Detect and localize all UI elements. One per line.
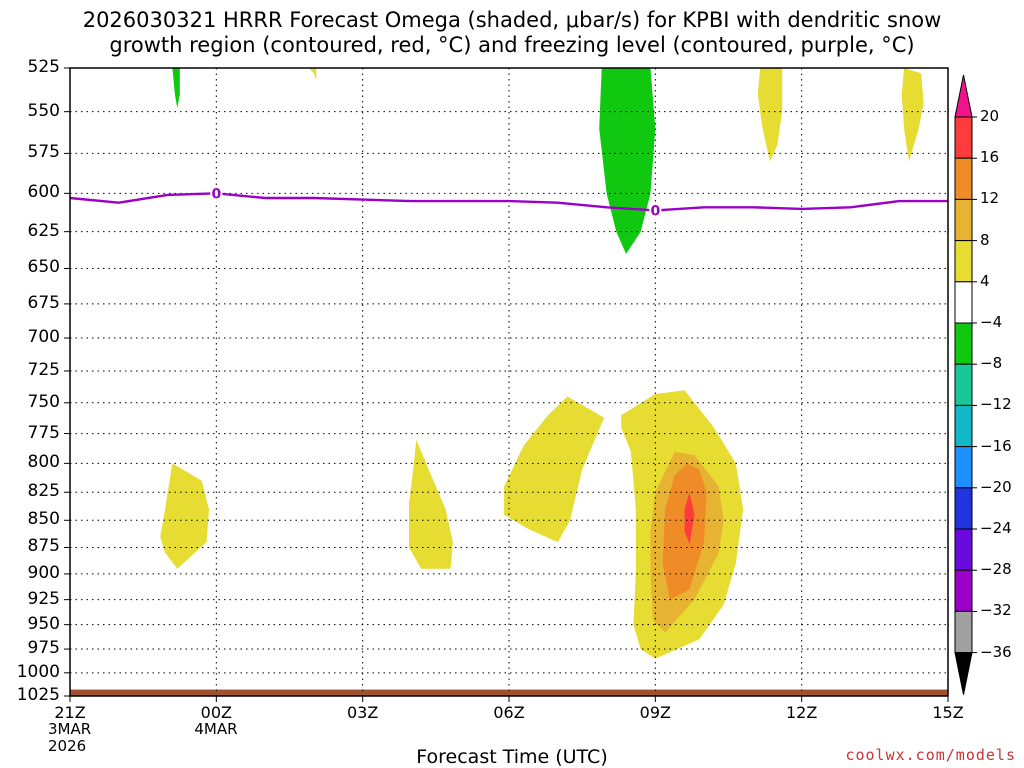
colorbar-top-triangle: [954, 74, 973, 118]
y-tick-label: 675: [27, 292, 60, 313]
omega-region-4: [901, 68, 924, 162]
colorbar-label: 4: [980, 271, 990, 290]
y-tick-label: 750: [27, 391, 60, 412]
colorbar-label: −28: [980, 560, 1012, 579]
omega-region-1: [599, 68, 656, 254]
colorbar-box: [954, 610, 973, 654]
colorbar-label: −8: [980, 354, 1003, 373]
y-tick-label: 600: [27, 182, 60, 203]
omega-region-6: [409, 439, 453, 569]
y-tick-label: 925: [27, 588, 60, 609]
chart-title-line-1: 2026030321 HRRR Forecast Omega (shaded, …: [82, 8, 942, 32]
colorbar-box: [954, 446, 973, 489]
colorbar-box: [954, 116, 973, 159]
colorbar-box: [954, 281, 973, 324]
y-tick-label: 550: [27, 100, 60, 121]
freezing-level-label: 0: [650, 203, 660, 219]
y-tick-label: 700: [27, 327, 60, 348]
freezing-label-bg-0: [210, 185, 223, 202]
omega-region-10: [662, 463, 707, 600]
colorbar-box: [954, 157, 973, 200]
colorbar-box: [954, 240, 973, 283]
x-tick-sublabel: 2026: [48, 737, 87, 755]
colorbar-label: −16: [980, 436, 1012, 455]
y-tick-label: 625: [27, 220, 60, 241]
colorbar-label: −12: [980, 395, 1012, 414]
colorbar-label: 16: [980, 148, 1000, 167]
y-tick-label: 900: [27, 562, 60, 583]
chart-title-line-2: growth region (contoured, red, °C) and f…: [109, 33, 915, 57]
y-tick-label: 1000: [16, 661, 60, 682]
y-tick-label: 1025: [16, 685, 60, 705]
colorbar-label: −24: [980, 519, 1012, 537]
y-tick-label: 850: [27, 509, 60, 530]
y-tick-label: 525: [27, 57, 60, 77]
y-tick-label: 650: [27, 257, 60, 278]
x-tick-label: 03Z: [346, 703, 379, 722]
y-tick-label: 800: [27, 452, 60, 473]
x-tick-sublabel: 3MAR: [48, 720, 92, 738]
colorbar-label: 8: [980, 230, 990, 249]
y-tick-label: 575: [27, 142, 60, 163]
colorbar-box: [954, 487, 973, 530]
y-tick-label: 950: [27, 613, 60, 634]
freezing-level-label: 0: [211, 186, 221, 202]
colorbar-label: 12: [980, 189, 1000, 208]
colorbar-box: [954, 363, 973, 406]
x-tick-label: 06Z: [493, 703, 525, 722]
omega-region-5: [160, 463, 209, 569]
colorbar-label: −32: [980, 601, 1012, 620]
omega-region-11: [684, 492, 695, 545]
x-tick-label: 21Z: [54, 703, 86, 722]
x-tick-label: 15Z: [932, 703, 964, 722]
omega-region-2: [309, 68, 317, 81]
omega-region-7: [504, 396, 605, 543]
x-tick-sublabel: 4MAR: [194, 720, 238, 738]
omega-region-3: [757, 68, 783, 162]
y-tick-label: 725: [27, 359, 60, 380]
colorbar-box: [954, 198, 973, 242]
x-axis-title: Forecast Time (UTC): [416, 746, 608, 768]
colorbar-box: [954, 404, 973, 448]
y-tick-label: 825: [27, 481, 60, 502]
y-tick-label: 775: [27, 422, 60, 443]
colorbar-label: −20: [980, 477, 1012, 496]
freezing-label-bg-1: [649, 202, 662, 219]
colorbar-label: −36: [980, 642, 1012, 661]
x-tick-label: 09Z: [639, 703, 671, 722]
x-tick-label: 00Z: [200, 703, 232, 722]
colorbar-label: −4: [980, 313, 1003, 331]
colorbar-box: [954, 528, 973, 571]
colorbar-box: [954, 569, 973, 612]
omega-region-0: [172, 68, 180, 109]
credit-link[interactable]: coolwx.com/models: [845, 746, 1016, 764]
colorbar-label: 20: [980, 107, 1000, 125]
y-tick-label: 975: [27, 638, 60, 659]
surface-band: [70, 689, 948, 696]
y-tick-label: 875: [27, 536, 60, 557]
colorbar-box: [954, 322, 973, 365]
colorbar-bottom-triangle: [954, 652, 973, 695]
x-tick-label: 12Z: [785, 703, 818, 722]
